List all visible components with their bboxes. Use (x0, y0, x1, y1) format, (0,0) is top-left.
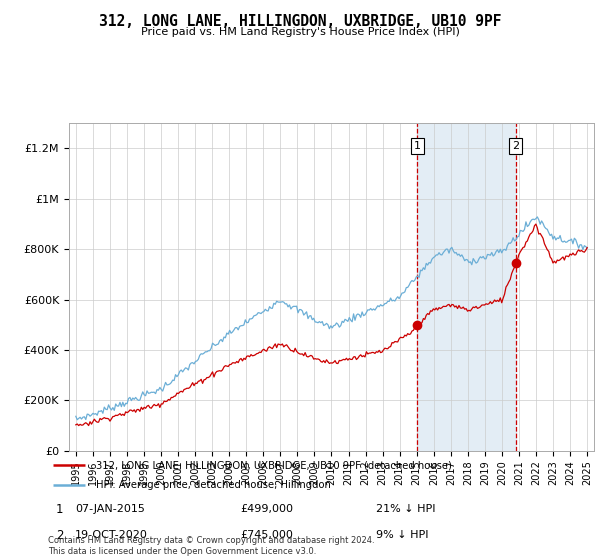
Text: £499,000: £499,000 (241, 505, 293, 514)
Text: 07-JAN-2015: 07-JAN-2015 (75, 505, 145, 514)
Text: 312, LONG LANE, HILLINGDON, UXBRIDGE, UB10 9PF: 312, LONG LANE, HILLINGDON, UXBRIDGE, UB… (99, 14, 501, 29)
Text: 9% ↓ HPI: 9% ↓ HPI (376, 530, 428, 540)
Text: 2: 2 (512, 141, 519, 151)
Text: 1: 1 (56, 503, 63, 516)
Text: Contains HM Land Registry data © Crown copyright and database right 2024.
This d: Contains HM Land Registry data © Crown c… (48, 536, 374, 556)
Text: Price paid vs. HM Land Registry's House Price Index (HPI): Price paid vs. HM Land Registry's House … (140, 27, 460, 37)
Text: 312, LONG LANE, HILLINGDON, UXBRIDGE, UB10 9PF (detached house): 312, LONG LANE, HILLINGDON, UXBRIDGE, UB… (95, 460, 451, 470)
Text: HPI: Average price, detached house, Hillingdon: HPI: Average price, detached house, Hill… (95, 480, 331, 490)
Bar (417, 123, 515, 451)
Text: 19-OCT-2020: 19-OCT-2020 (75, 530, 148, 540)
Text: 2: 2 (56, 529, 63, 542)
Text: 1: 1 (414, 141, 421, 151)
Text: 21% ↓ HPI: 21% ↓ HPI (376, 505, 435, 514)
Text: £745,000: £745,000 (241, 530, 293, 540)
